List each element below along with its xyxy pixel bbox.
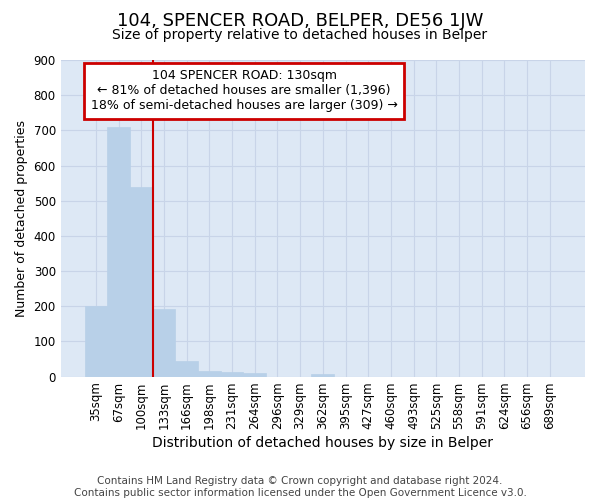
- Bar: [152, 308, 175, 376]
- Text: 104 SPENCER ROAD: 130sqm
← 81% of detached houses are smaller (1,396)
18% of sem: 104 SPENCER ROAD: 130sqm ← 81% of detach…: [91, 70, 398, 112]
- Bar: [221, 372, 244, 376]
- Bar: [107, 127, 130, 376]
- Bar: [130, 186, 152, 376]
- X-axis label: Distribution of detached houses by size in Belper: Distribution of detached houses by size …: [152, 436, 493, 450]
- Bar: [244, 373, 266, 376]
- Bar: [175, 362, 198, 376]
- Bar: [85, 306, 107, 376]
- Text: 104, SPENCER ROAD, BELPER, DE56 1JW: 104, SPENCER ROAD, BELPER, DE56 1JW: [117, 12, 483, 30]
- Bar: [311, 374, 334, 376]
- Bar: [198, 370, 221, 376]
- Y-axis label: Number of detached properties: Number of detached properties: [15, 120, 28, 317]
- Text: Size of property relative to detached houses in Belper: Size of property relative to detached ho…: [112, 28, 488, 42]
- Text: Contains HM Land Registry data © Crown copyright and database right 2024.
Contai: Contains HM Land Registry data © Crown c…: [74, 476, 526, 498]
